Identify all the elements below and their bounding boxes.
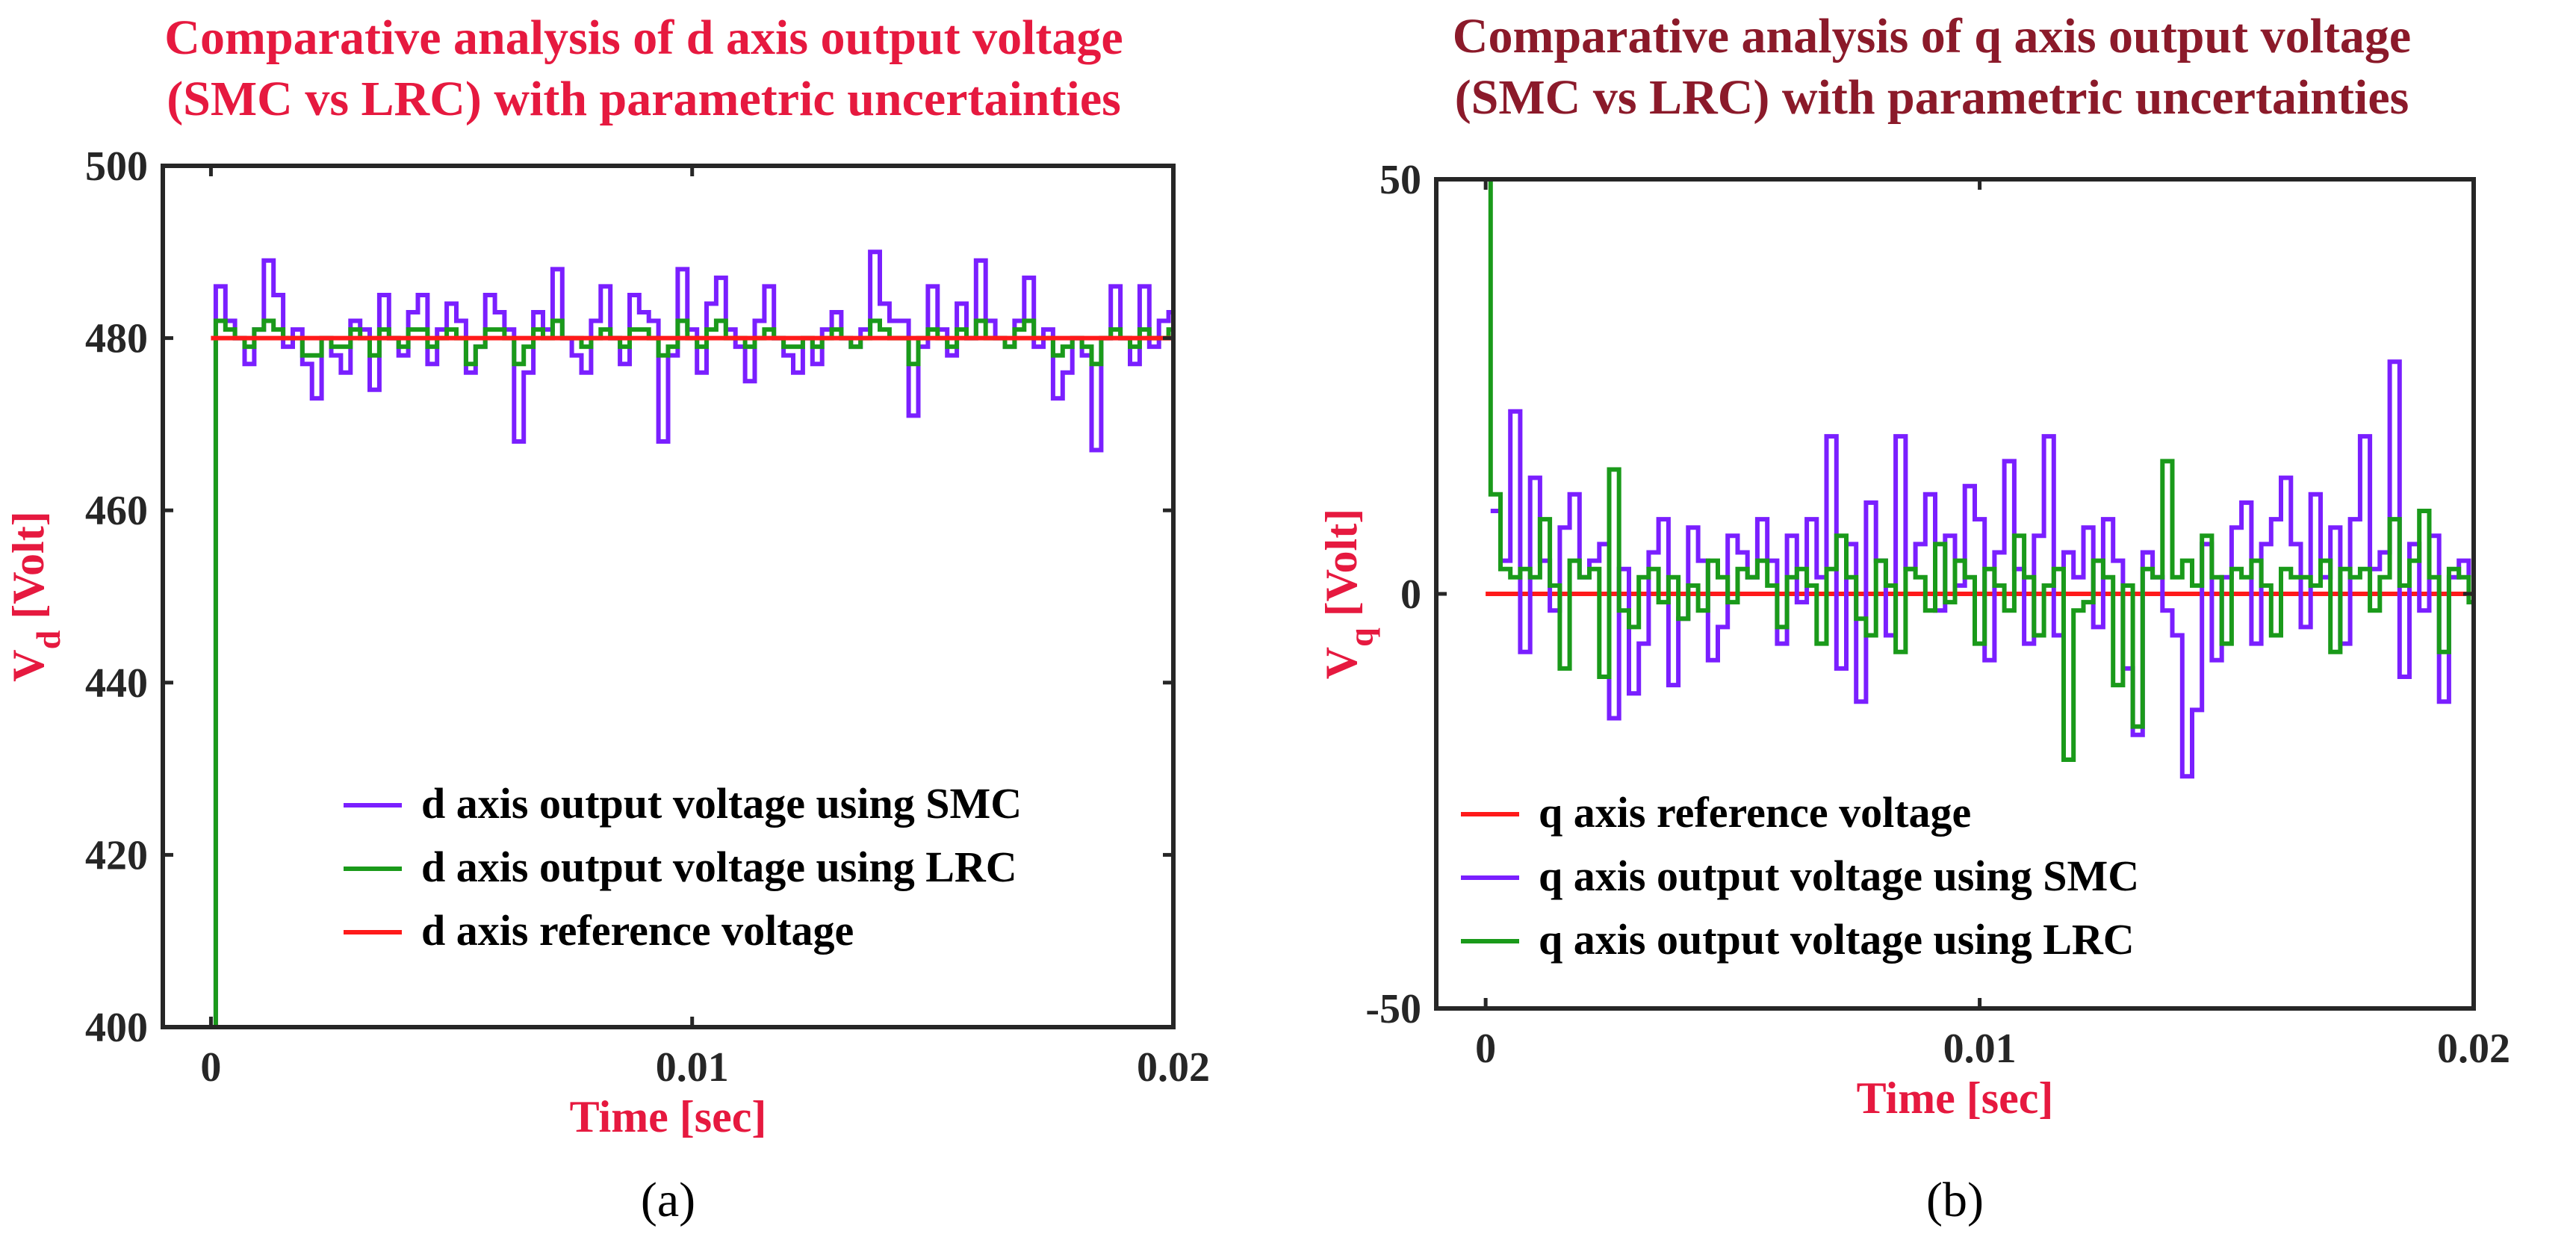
chart-a-ylabel-unit: [Volt] <box>4 511 53 630</box>
chart-a-title-line-1: Comparative analysis of d axis output vo… <box>164 10 1123 65</box>
chart-a-legend-label-lrc: d axis output voltage using LRC <box>421 843 1017 891</box>
chart-a-ytick-label: 500 <box>85 143 148 190</box>
chart-a-title: Comparative analysis of d axis output vo… <box>0 7 1288 130</box>
chart-a-ytick-label: 400 <box>85 1005 148 1051</box>
chart-a-ylabel: Vd [Volt] <box>4 511 67 681</box>
chart-b-title: Comparative analysis of q axis output vo… <box>1288 6 2576 128</box>
chart-a-plot-area <box>163 166 1173 1027</box>
panel-a: Comparative analysis of d axis output vo… <box>0 7 1288 1227</box>
chart-a-legend: d axis output voltage using SMC d axis ou… <box>344 779 1022 955</box>
chart-b-xtick-label: 0.02 <box>2437 1026 2510 1072</box>
chart-a-xlabel: Time [sec] <box>570 1092 767 1141</box>
chart-b-ylabel: Vq [Volt] <box>1317 509 1380 679</box>
chart-a-series-group <box>211 249 1173 1029</box>
chart-b-series-group <box>1486 178 2474 779</box>
chart-b-caption: (b) <box>1926 1173 1984 1227</box>
chart-a-ytick-label: 420 <box>85 832 148 878</box>
chart-b-svg: -50 0 50 0 0.01 0.02 Time [sec] Vq [Volt] q axis… <box>1317 157 2510 1227</box>
chart-a-ylabel-sub: d <box>29 630 67 649</box>
chart-b-legend-label-lrc: q axis output voltage using LRC <box>1539 915 2135 964</box>
chart-a-xtick-label: 0.01 <box>656 1044 729 1091</box>
chart-a-title-line-2: (SMC vs LRC) with parametric uncertainti… <box>167 72 1121 126</box>
chart-a-ylabel-main: V <box>4 649 53 681</box>
chart-b-title-line-2: (SMC vs LRC) with parametric uncertainti… <box>1454 70 2409 125</box>
chart-a-ytick-label: 460 <box>85 488 148 534</box>
chart-a-ytick-label: 480 <box>85 316 148 362</box>
panel-b: Comparative analysis of q axis output vo… <box>1288 0 2576 1243</box>
chart-a-svg: 400 420 440 460 480 500 0 0.01 0.02 Time [sec] Vd … <box>4 143 1210 1227</box>
chart-a-caption: (a) <box>641 1173 695 1227</box>
chart-b-series-lrc <box>1486 178 2474 762</box>
chart-a-legend-label-ref: d axis reference voltage <box>421 906 854 955</box>
chart-b-xtick-label: 0.01 <box>1943 1026 2017 1072</box>
chart-a-ytick-label: 440 <box>85 660 148 707</box>
chart-a-series-lrc <box>211 318 1173 1029</box>
chart-b-legend-label-ref: q axis reference voltage <box>1539 788 1971 837</box>
chart-b-ytick-label: 50 <box>1379 157 1421 203</box>
chart-b-ylabel-sub: q <box>1342 627 1380 647</box>
chart-b-title-line-1: Comparative analysis of q axis output vo… <box>1452 9 2412 63</box>
chart-a-legend-label-smc: d axis output voltage using SMC <box>421 779 1022 828</box>
chart-b-ylabel-unit: [Volt] <box>1317 509 1366 627</box>
chart-b-legend: q axis reference voltage q axis output vo… <box>1461 788 2139 964</box>
chart-b-xlabel: Time [sec] <box>1857 1073 2054 1123</box>
chart-b-legend-label-smc: q axis output voltage using SMC <box>1539 852 2139 900</box>
chart-b-series-smc <box>1490 359 2471 779</box>
chart-b-ytick-label: 0 <box>1400 571 1421 618</box>
chart-a-frame <box>161 164 1176 1029</box>
chart-b-ytick-label: -50 <box>1365 986 1421 1032</box>
chart-b-ylabel-main: V <box>1317 647 1366 679</box>
chart-a-xtick-label: 0 <box>200 1044 221 1091</box>
chart-a-xtick-label: 0.02 <box>1137 1044 1210 1091</box>
chart-a-series-smc <box>211 249 1173 1029</box>
chart-b-xtick-label: 0 <box>1475 1026 1496 1072</box>
